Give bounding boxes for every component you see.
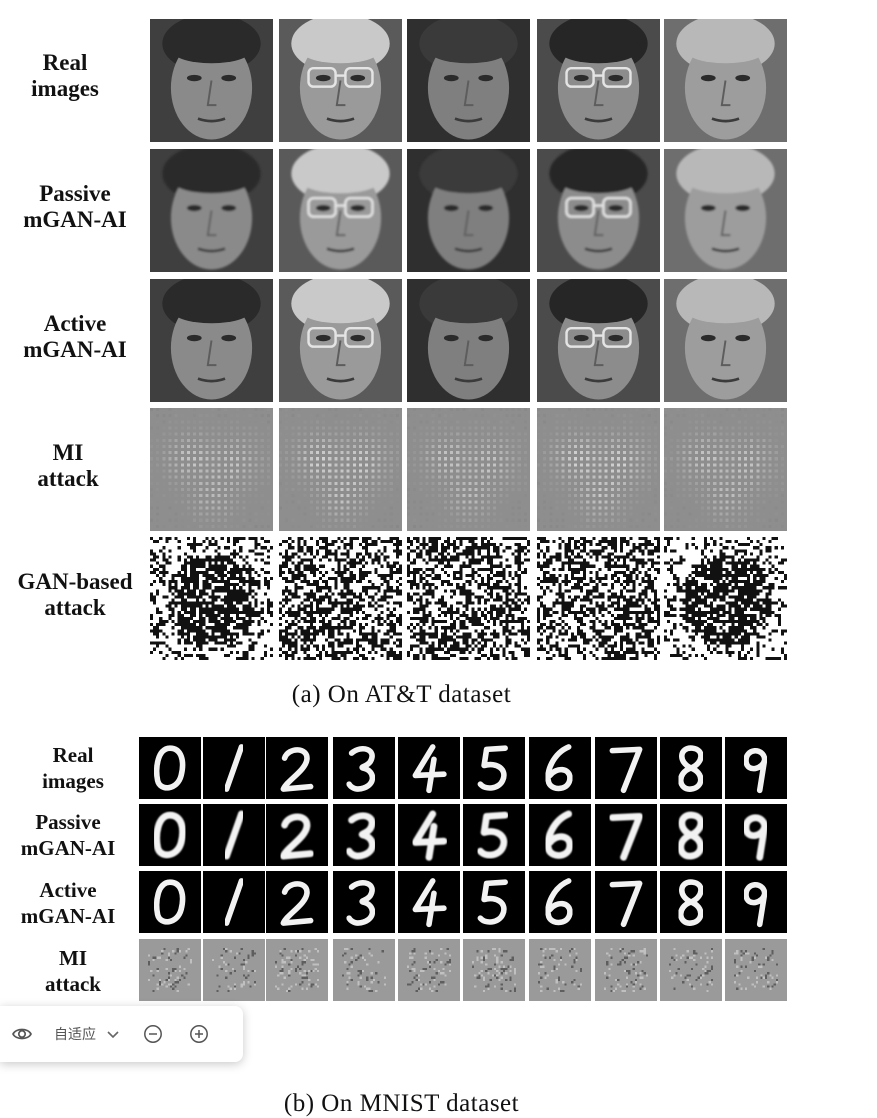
mnist-sample-image — [529, 939, 591, 1001]
att-sample-image — [407, 149, 530, 272]
mnist-sample-image — [595, 804, 657, 866]
mnist-sample-image — [266, 871, 328, 933]
mnist-sample-image — [660, 1007, 722, 1069]
mnist-sample-image — [398, 871, 460, 933]
mnist-sample-image — [725, 1007, 787, 1069]
mnist-sample-image — [660, 737, 722, 799]
att-sample-image — [279, 149, 402, 272]
mnist-sample-image — [529, 804, 591, 866]
att-sample-image — [407, 279, 530, 402]
zoom-toolbar: 自适应 — [0, 1006, 243, 1062]
att-sample-image — [537, 279, 660, 402]
mnist-sample-image — [333, 737, 395, 799]
mnist-sample-image — [333, 804, 395, 866]
mnist-sample-image — [660, 871, 722, 933]
mnist-sample-image — [203, 804, 265, 866]
mnist-sample-image — [333, 1007, 395, 1069]
mnist-sample-image — [139, 737, 201, 799]
mnist-sample-image — [463, 1007, 525, 1069]
mnist-sample-image — [725, 939, 787, 1001]
mnist-sample-image — [266, 737, 328, 799]
mnist-sample-image — [139, 804, 201, 866]
att-sample-image — [150, 537, 273, 660]
mnist-sample-image — [595, 737, 657, 799]
mnist-sample-image — [139, 939, 201, 1001]
att-sample-image — [279, 537, 402, 660]
mnist-sample-image — [333, 871, 395, 933]
zoom-out-icon — [143, 1024, 163, 1044]
mnist-sample-image — [463, 737, 525, 799]
zoom-out-button[interactable] — [142, 1023, 164, 1045]
att-sample-image — [279, 19, 402, 142]
mnist-sample-image — [398, 737, 460, 799]
mnist-sample-image — [203, 871, 265, 933]
zoom-in-icon — [189, 1024, 209, 1044]
att-sample-image — [407, 537, 530, 660]
mnist-sample-image — [595, 871, 657, 933]
mnist-sample-image — [398, 804, 460, 866]
mnist-sample-image — [266, 804, 328, 866]
mnist-sample-image — [139, 871, 201, 933]
zoom-fit-dropdown[interactable]: 自适应 — [54, 1024, 120, 1044]
att-sample-image — [150, 408, 273, 531]
mnist-sample-image — [660, 939, 722, 1001]
mnist-sample-image — [725, 804, 787, 866]
mnist-sample-image — [463, 804, 525, 866]
mnist-sample-image — [398, 1007, 460, 1069]
mnist-sample-image — [725, 871, 787, 933]
att-sample-image — [664, 537, 787, 660]
att-sample-image — [664, 279, 787, 402]
mnist-sample-image — [660, 804, 722, 866]
mnist-sample-image — [203, 939, 265, 1001]
att-sample-image — [664, 149, 787, 272]
eye-icon — [11, 1023, 33, 1045]
chevron-down-icon — [106, 1027, 120, 1041]
mnist-sample-image — [595, 1007, 657, 1069]
mnist-sample-image — [725, 737, 787, 799]
mnist-sample-image — [266, 939, 328, 1001]
mnist-sample-image — [529, 1007, 591, 1069]
mnist-sample-image — [463, 871, 525, 933]
att-sample-image — [537, 149, 660, 272]
mnist-sample-image — [333, 939, 395, 1001]
att-sample-image — [150, 279, 273, 402]
mnist-sample-image — [203, 737, 265, 799]
att-sample-image — [279, 279, 402, 402]
mnist-sample-image — [398, 939, 460, 1001]
mnist-sample-image — [529, 871, 591, 933]
mnist-sample-image — [463, 939, 525, 1001]
mnist-sample-image — [595, 939, 657, 1001]
mnist-caption: (b) On MNIST dataset — [0, 1090, 840, 1118]
zoom-fit-label: 自适应 — [54, 1024, 96, 1044]
att-sample-image — [664, 408, 787, 531]
att-sample-image — [537, 537, 660, 660]
att-sample-image — [150, 19, 273, 142]
att-sample-image — [537, 19, 660, 142]
mnist-sample-image — [529, 737, 591, 799]
att-sample-image — [150, 149, 273, 272]
att-sample-image — [279, 408, 402, 531]
zoom-in-button[interactable] — [188, 1023, 210, 1045]
att-caption: (a) On AT&T dataset — [0, 681, 840, 709]
mnist-sample-image — [266, 1007, 328, 1069]
att-sample-image — [537, 408, 660, 531]
att-sample-image — [407, 408, 530, 531]
att-sample-image — [407, 19, 530, 142]
att-sample-image — [664, 19, 787, 142]
preview-toggle-button[interactable] — [10, 1022, 34, 1046]
